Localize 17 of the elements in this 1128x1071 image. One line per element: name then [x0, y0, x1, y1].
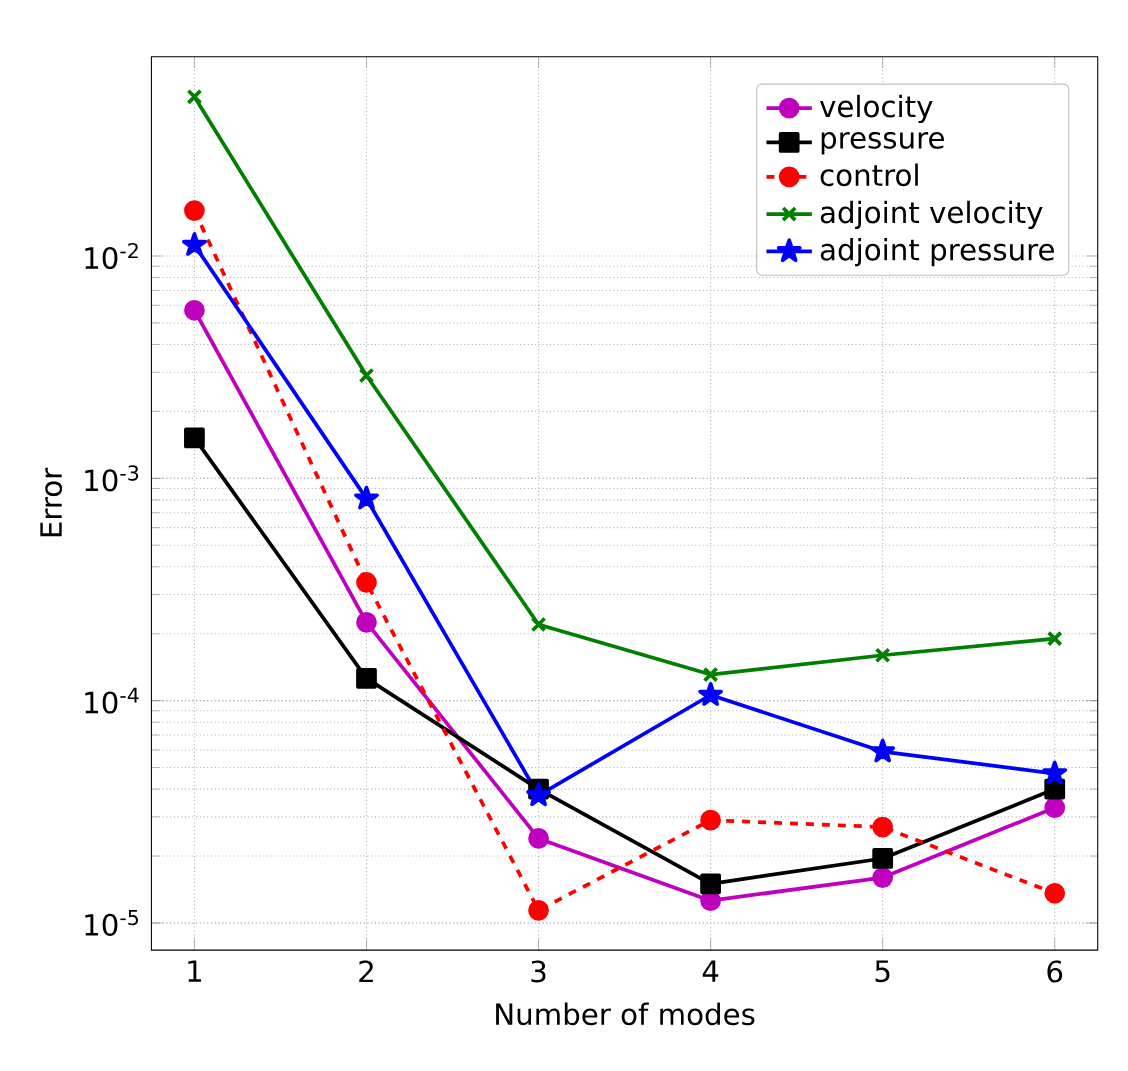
- x-tick-label: 5: [875, 960, 890, 983]
- legend-label: pressure: [821, 131, 944, 155]
- x-tick-label: 1: [188, 960, 202, 982]
- y-axis-title: Error: [40, 467, 63, 537]
- y-tick-label: 10$^{-5}$: [85, 909, 138, 936]
- y-tick-label: 10$^{-2}$: [85, 242, 138, 269]
- legend-label: adjoint pressure: [820, 237, 1054, 267]
- y-tick-label: 10$^{-4}$: [85, 687, 139, 714]
- x-tick-label: 3: [531, 960, 546, 983]
- legend-label: velocity: [819, 94, 933, 123]
- y-tick-label: 10$^{-3}$: [85, 465, 139, 492]
- x-tick-label: 2: [359, 960, 373, 982]
- x-tick-label: 6: [1047, 960, 1063, 983]
- x-tick-label: 4: [702, 960, 719, 982]
- x-axis-title: Number of modes: [496, 1002, 755, 1026]
- legend-label: adjoint velocity: [820, 200, 1043, 229]
- legend-label: control: [820, 163, 918, 187]
